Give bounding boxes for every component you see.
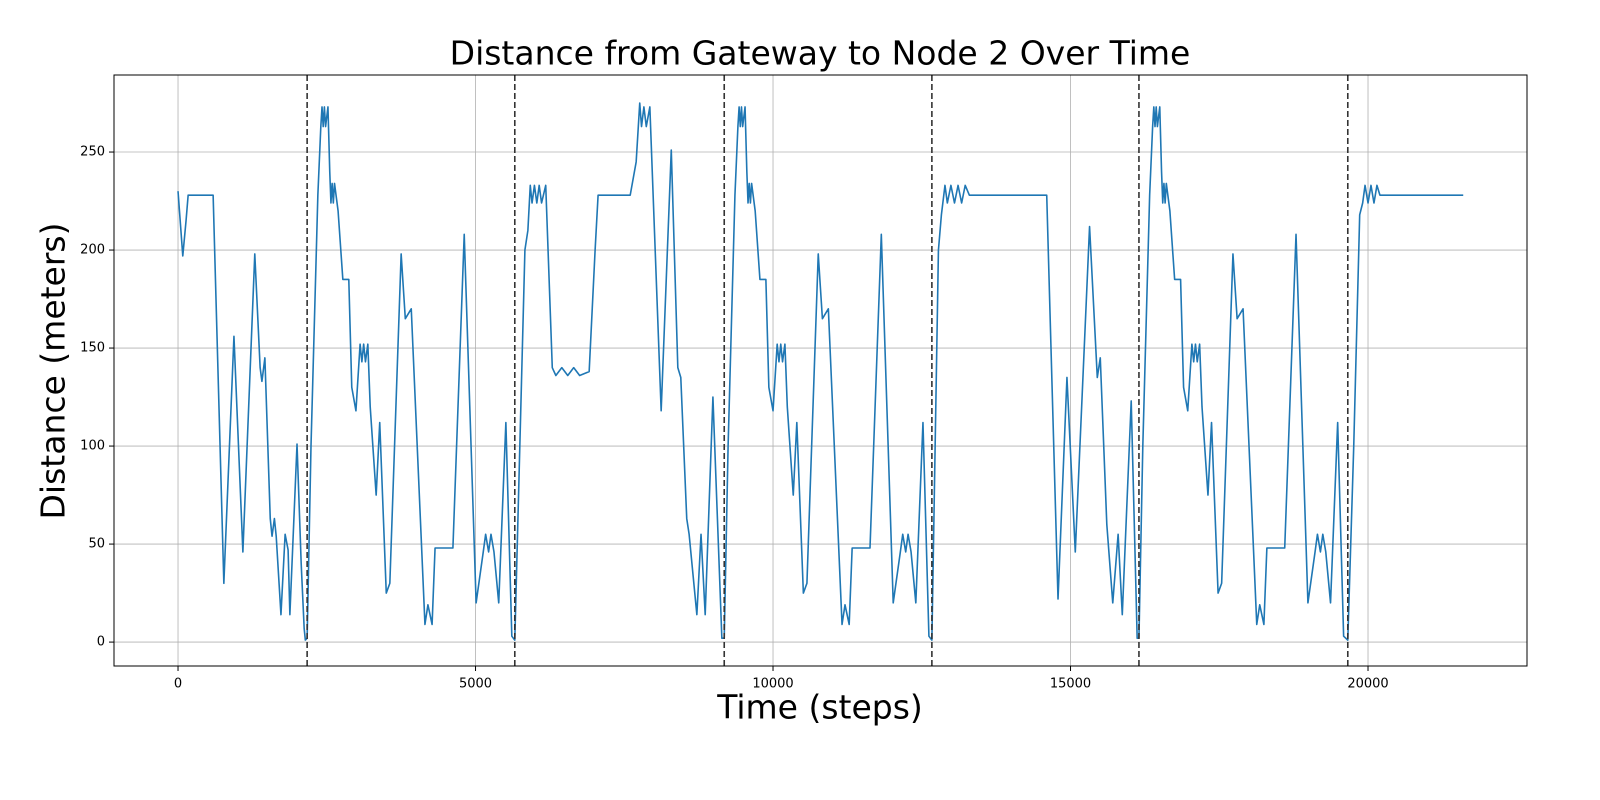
y-tick-label: 50 [88, 537, 105, 552]
y-tick-label: 100 [80, 439, 105, 454]
plot-frame [113, 74, 1528, 667]
x-axis-label: Time (steps) [716, 688, 923, 727]
y-tick-label: 250 [80, 145, 105, 160]
x-tick-label: 20000 [1347, 677, 1388, 692]
y-axis-label: Distance (meters) [34, 223, 73, 520]
x-tick-label: 5000 [459, 677, 492, 692]
data-line [177, 102, 1464, 641]
x-tick-label: 15000 [1050, 677, 1091, 692]
y-tick-label: 150 [80, 341, 105, 356]
x-tick-label: 0 [174, 677, 182, 692]
y-tick-label: 0 [97, 635, 105, 650]
x-tick-label: 10000 [752, 677, 793, 692]
chart-title: Distance from Gateway to Node 2 Over Tim… [450, 34, 1191, 73]
y-tick-label: 200 [80, 243, 105, 258]
